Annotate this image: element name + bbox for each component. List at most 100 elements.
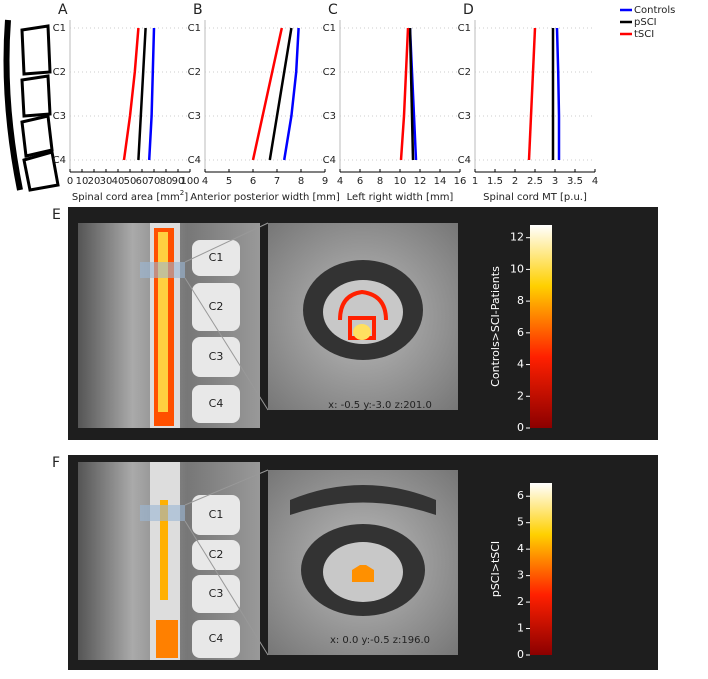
- x-tick-label: 40: [112, 176, 125, 187]
- x-axis-label: Spinal cord area [mm2]: [72, 189, 188, 203]
- panel-label: C: [328, 2, 338, 18]
- y-tick-label: C4: [458, 155, 471, 166]
- colorbar-label: pSCI>tSCI: [489, 541, 502, 597]
- colorbar-tick-label: 5: [517, 516, 524, 529]
- x-tick-label: 4: [592, 176, 598, 187]
- x-tick-label: 20: [88, 176, 101, 187]
- vertebra-label: C2: [209, 548, 224, 561]
- x-axis-label-part: Spinal cord area [mm: [72, 192, 180, 203]
- x-axis-label-part: 2: [180, 189, 184, 197]
- colorbar-label: Controls>SCI-Patients: [489, 266, 502, 387]
- x-axis-label-part: Left right width [mm]: [347, 192, 454, 203]
- x-tick-label: 4: [337, 176, 343, 187]
- y-tick-label: C3: [323, 111, 336, 122]
- vertebra-label: C1: [209, 508, 224, 521]
- colorbar-tick-label: 12: [510, 231, 524, 244]
- legend-label: Controls: [634, 5, 675, 16]
- x-axis-label: Spinal cord MT [p.u.]: [483, 192, 587, 203]
- colorbar-tick-label: 1: [517, 622, 524, 635]
- slice-box: [140, 262, 185, 278]
- mean-line: [147, 27, 156, 161]
- panel-label: A: [58, 2, 68, 18]
- x-tick-label: 4: [202, 176, 208, 187]
- colorbar: [530, 483, 552, 655]
- y-tick-label: C2: [53, 67, 66, 78]
- colorbar-tick-label: 4: [517, 542, 524, 555]
- x-axis-label-part: Spinal cord MT [p.u.]: [483, 192, 587, 203]
- x-tick-label: 8: [377, 176, 383, 187]
- vertebra-label: C1: [209, 251, 224, 264]
- panel-label: B: [193, 2, 203, 18]
- x-tick-label: 30: [100, 176, 113, 187]
- x-tick-label: 9: [322, 176, 328, 187]
- vertebra-label: C4: [209, 397, 224, 410]
- y-tick-label: C2: [323, 67, 336, 78]
- colorbar-tick-label: 6: [517, 326, 524, 339]
- y-tick-label: C1: [458, 23, 471, 34]
- x-tick-label: 1.5: [487, 176, 503, 187]
- vertebra-label: C3: [209, 587, 224, 600]
- mean-line: [137, 27, 147, 161]
- colorbar-tick-label: 3: [517, 569, 524, 582]
- activation: [353, 324, 371, 340]
- activation: [156, 620, 178, 658]
- mean-line: [122, 27, 140, 161]
- legend-label: tSCI: [634, 29, 654, 40]
- x-tick-label: 0: [67, 176, 73, 187]
- colorbar-tick-label: 8: [517, 294, 524, 307]
- y-tick-label: C1: [53, 23, 66, 34]
- x-tick-label: 2: [512, 176, 518, 187]
- mean-line: [251, 27, 284, 161]
- x-tick-label: 7: [274, 176, 280, 187]
- colorbar-tick-label: 0: [517, 421, 524, 434]
- x-tick-label: 3.5: [567, 176, 583, 187]
- x-tick-label: 3: [552, 176, 558, 187]
- x-tick-label: 6: [250, 176, 256, 187]
- connector: [184, 469, 269, 506]
- x-tick-label: 5: [226, 176, 232, 187]
- colorbar-tick-label: 2: [517, 389, 524, 402]
- x-tick-label: 1: [472, 176, 478, 187]
- mean-line: [399, 27, 410, 161]
- y-tick-label: C2: [458, 67, 471, 78]
- mean-line: [527, 27, 537, 161]
- x-tick-label: 14: [434, 176, 447, 187]
- bone: [290, 485, 436, 515]
- y-tick-label: C3: [53, 111, 66, 122]
- legend-label: pSCI: [634, 17, 657, 28]
- colorbar-tick-label: 2: [517, 595, 524, 608]
- vertebra-label: C3: [209, 350, 224, 363]
- y-tick-label: C1: [188, 23, 201, 34]
- x-tick-label: 6: [357, 176, 363, 187]
- vertebrae: [192, 495, 240, 658]
- x-tick-label: 16: [454, 176, 467, 187]
- cord-axial: [323, 280, 403, 344]
- colorbar-tick-label: 10: [510, 262, 524, 275]
- activation: [352, 565, 374, 582]
- connector: [184, 222, 269, 263]
- connector: [184, 277, 269, 411]
- colorbar-tick-label: 6: [517, 489, 524, 502]
- x-tick-label: 70: [148, 176, 161, 187]
- vertebra-label: C2: [209, 300, 224, 313]
- colorbar: [530, 225, 552, 428]
- y-tick-label: C4: [323, 155, 336, 166]
- x-tick-label: 100: [180, 176, 199, 187]
- y-tick-label: C3: [458, 111, 471, 122]
- x-tick-label: 12: [414, 176, 427, 187]
- panel-label: F: [52, 455, 60, 471]
- x-tick-label: 60: [136, 176, 149, 187]
- y-tick-label: C1: [323, 23, 336, 34]
- connector: [184, 520, 269, 656]
- x-tick-label: 80: [160, 176, 173, 187]
- y-tick-label: C4: [53, 155, 66, 166]
- x-axis-label: Anterior posterior width [mm]: [190, 192, 340, 203]
- activation: [160, 500, 168, 600]
- mean-line: [282, 27, 300, 161]
- colorbar-tick-label: 0: [517, 648, 524, 661]
- mean-line: [268, 27, 293, 161]
- panel-label: D: [463, 2, 474, 18]
- coordinates: x: -0.5 y:-3.0 z:201.0: [328, 400, 432, 411]
